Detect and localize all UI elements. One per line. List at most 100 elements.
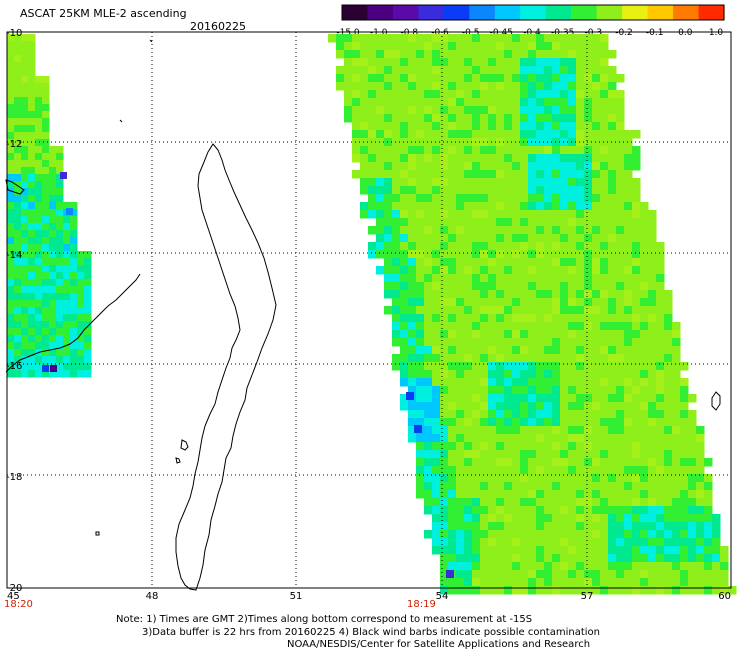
swath-cell [600, 346, 609, 355]
swath-cell [28, 300, 36, 308]
swath-cell [77, 293, 85, 301]
swath-cell [424, 490, 433, 499]
swath-cell [384, 42, 393, 51]
swath-cell [368, 122, 377, 131]
swath-cell [448, 34, 457, 43]
swath-cell [560, 154, 569, 163]
swath-cell [664, 434, 673, 443]
swath-cell [520, 226, 529, 235]
swath-cell [432, 106, 441, 115]
swath-cell [584, 66, 593, 75]
swath-cell [576, 370, 585, 379]
swath-cell [640, 394, 649, 403]
swath-cell [472, 570, 481, 579]
swath-cell [440, 490, 449, 499]
swath-cell [640, 410, 649, 419]
swath-cell [56, 251, 64, 259]
swath-cell [552, 466, 561, 475]
swath-cell [384, 250, 393, 259]
swath-cell [400, 242, 409, 251]
swath-cell [592, 378, 601, 387]
swath-cell [528, 530, 537, 539]
swath-cell [504, 530, 513, 539]
swath-cell [28, 272, 36, 280]
swath-cell [512, 58, 521, 67]
swath-cell [49, 174, 57, 182]
swath-cell [28, 202, 36, 210]
swath-cell [400, 258, 409, 267]
swath-cell [368, 58, 377, 67]
swath-cell [488, 146, 497, 155]
swath-cell [544, 82, 553, 91]
swath-cell [608, 378, 617, 387]
swath-cell [544, 282, 553, 291]
swath-cell [448, 458, 457, 467]
swath-cell [496, 514, 505, 523]
swath-cell [472, 474, 481, 483]
swath-cell [664, 378, 673, 387]
swath-cell [496, 554, 505, 563]
swath-cell [656, 362, 665, 371]
swath-cell [424, 178, 433, 187]
swath-cell [648, 466, 657, 475]
swath-cell [496, 474, 505, 483]
swath-cell [424, 234, 433, 243]
swath-cell [656, 498, 665, 507]
swath-cell [432, 114, 441, 123]
swath-cell [544, 242, 553, 251]
swath-cell [368, 194, 377, 203]
swath-cell [480, 306, 489, 315]
swath-cell [656, 346, 665, 355]
swath-cell [504, 122, 513, 131]
swath-cell [408, 338, 417, 347]
swath-cell [432, 178, 441, 187]
swath-cell [28, 104, 36, 112]
swath-cell [21, 251, 29, 259]
swath-cell [520, 362, 529, 371]
swath-cell [608, 130, 617, 139]
swath-cell [432, 66, 441, 75]
swath-cell [416, 298, 425, 307]
swath-cell [424, 226, 433, 235]
swath-cell [392, 114, 401, 123]
swath-cell [440, 538, 449, 547]
swath-cell [712, 546, 721, 555]
swath-cell [35, 83, 43, 91]
swath-cell [568, 266, 577, 275]
swath-cell [488, 426, 497, 435]
swath-cell [448, 178, 457, 187]
swath-cell [14, 265, 22, 273]
swath-cell [512, 210, 521, 219]
swath-cell [592, 266, 601, 275]
swath-cell [432, 362, 441, 371]
swath-cell [49, 321, 57, 329]
swath-cell [640, 554, 649, 563]
swath-cell [21, 328, 29, 336]
swath-cell [448, 274, 457, 283]
swath-cell [408, 114, 417, 123]
swath-cell [664, 322, 673, 331]
swath-cell [14, 279, 22, 287]
swath-cell [21, 335, 29, 343]
swath-cell [640, 426, 649, 435]
swath-cell [424, 298, 433, 307]
swath-cell [576, 386, 585, 395]
swath-cell [28, 216, 36, 224]
swath-cell [624, 418, 633, 427]
swath-cell [632, 474, 641, 483]
swath-cell [560, 538, 569, 547]
swath-cell [584, 290, 593, 299]
swath-cell [632, 498, 641, 507]
swath-cell [544, 210, 553, 219]
latitude-label: -20 [6, 583, 22, 594]
swath-cell [648, 370, 657, 379]
swath-cell [576, 114, 585, 123]
swath-cell [456, 386, 465, 395]
swath-cell [616, 570, 625, 579]
swath-cell [504, 258, 513, 267]
swath-cell [424, 506, 433, 515]
swath-cell [664, 442, 673, 451]
swath-cell [504, 410, 513, 419]
swath-cell [432, 266, 441, 275]
swath-cell [42, 167, 50, 175]
